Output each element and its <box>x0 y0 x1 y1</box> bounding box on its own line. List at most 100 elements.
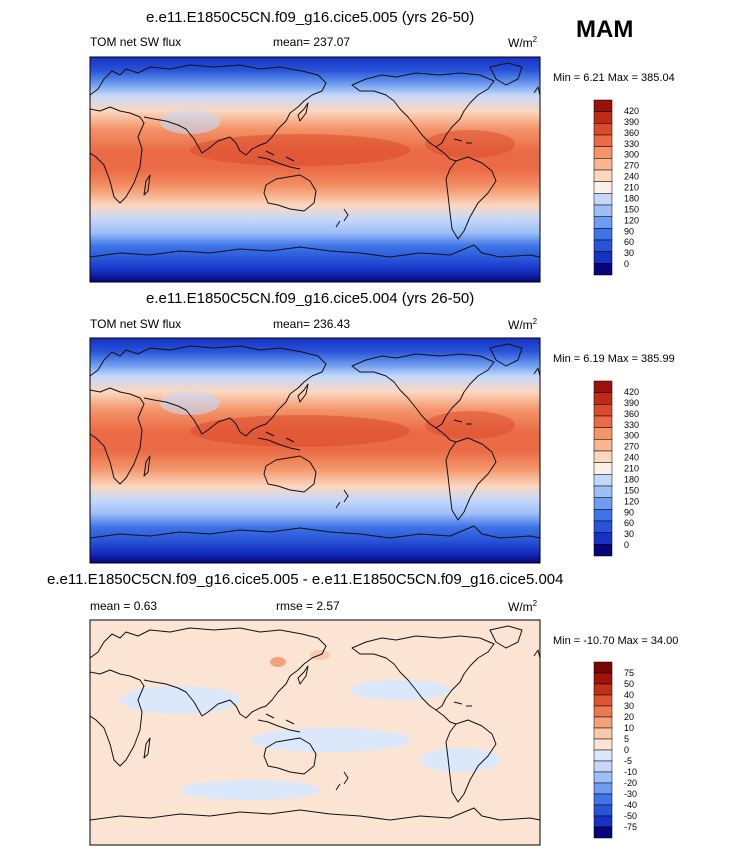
colorbar-tick-label: 30 <box>624 248 634 258</box>
season-label: MAM <box>576 16 634 43</box>
colorbar-tick-label: -10 <box>624 767 637 777</box>
colorbar-tick-label: 10 <box>624 723 634 733</box>
panel-2-title: e.e11.E1850C5CN.f09_g16.cice5.004 (yrs 2… <box>146 290 475 307</box>
colorbar-tick-label: 150 <box>624 485 639 495</box>
colorbar-swatch <box>593 193 613 206</box>
colorbar-swatch <box>593 705 613 718</box>
panel-3-pos-spot-a <box>270 657 286 667</box>
panel-1-map-frame <box>89 56 541 283</box>
colorbar-swatch <box>593 544 613 557</box>
panel-1-minmax: Min = 6.21 Max = 385.04 <box>553 72 675 84</box>
colorbar-tick-label: 360 <box>624 409 639 419</box>
panel-3-units-text: W/m <box>508 600 533 614</box>
colorbar-tick-label: 390 <box>624 398 639 408</box>
panel-1-map-field <box>90 57 540 282</box>
colorbar-swatch <box>593 146 613 159</box>
panel-3-neg-patch-a <box>120 686 240 714</box>
colorbar-tick-label: 90 <box>624 507 634 517</box>
colorbar-tick-label: 210 <box>624 183 639 193</box>
panel-2-mean-label: mean= 236.43 <box>273 317 351 331</box>
colorbar-tick-label: 180 <box>624 193 639 203</box>
panel-1-mean-label: mean= 237.07 <box>273 35 351 49</box>
colorbar-swatch <box>593 497 613 510</box>
colorbar-swatch <box>593 427 613 440</box>
panel-3-neg-patch-d <box>180 780 320 800</box>
panel-1-variable-label: TOM net SW flux <box>90 35 182 49</box>
panel-3-rmse-label: rmse = 2.57 <box>276 599 340 613</box>
colorbar-swatch <box>593 169 613 182</box>
colorbar-tick-label: 420 <box>624 387 639 397</box>
colorbar-swatch <box>593 749 613 762</box>
panel-3-units: W/m2 <box>508 599 537 614</box>
colorbar-swatch <box>593 804 613 817</box>
colorbar-swatch <box>593 485 613 498</box>
panel-2-variable-label: TOM net SW flux <box>90 317 182 331</box>
colorbar-swatch <box>593 380 613 393</box>
colorbar-swatch <box>593 123 613 136</box>
colorbar-swatch <box>593 520 613 533</box>
colorbar-tick-label: -20 <box>624 778 637 788</box>
colorbar-tick-label: 120 <box>624 496 639 506</box>
colorbar-tick-label: 50 <box>624 679 634 689</box>
colorbar-tick-label: -5 <box>624 756 632 766</box>
colorbar-tick-label: 300 <box>624 150 639 160</box>
colorbar-swatch <box>593 738 613 751</box>
panel-3-map <box>89 619 541 846</box>
panel-2-units-text: W/m <box>508 318 533 332</box>
colorbar-tick-label: 0 <box>624 745 629 755</box>
colorbar-tick-label: 120 <box>624 215 639 225</box>
panel-3-minmax: Min = -10.70 Max = 34.00 <box>553 635 679 647</box>
panel-2-map <box>89 337 541 564</box>
colorbar-swatch <box>593 404 613 417</box>
panel-2-minmax: Min = 6.19 Max = 385.99 <box>553 353 675 365</box>
panel-3-units-sup: 2 <box>532 599 538 608</box>
colorbar-swatch <box>593 694 613 707</box>
colorbar-tick-label: -50 <box>624 811 637 821</box>
panel-3-mean-label: mean = 0.63 <box>90 599 158 613</box>
colorbar-swatch <box>593 815 613 828</box>
colorbar-tick-label: 60 <box>624 518 634 528</box>
panel-2-tibet-low <box>160 391 220 415</box>
colorbar-tick-label: 40 <box>624 690 634 700</box>
colorbar-swatch <box>593 415 613 428</box>
panel-2-map-frame <box>89 337 541 564</box>
colorbar-tick-label: 5 <box>624 734 629 744</box>
panel-1-atlantic-band <box>425 130 515 158</box>
colorbar-tick-label: 180 <box>624 474 639 484</box>
colorbar-swatch <box>593 450 613 463</box>
colorbar-tick-label: 240 <box>624 172 639 182</box>
colorbar-tick-label: 30 <box>624 529 634 539</box>
colorbar-tick-label: 360 <box>624 128 639 138</box>
colorbar-tick-label: 90 <box>624 226 634 236</box>
colorbar-swatch <box>593 716 613 729</box>
panel-1-title: e.e11.E1850C5CN.f09_g16.cice5.005 (yrs 2… <box>146 9 475 26</box>
colorbar-swatch <box>593 672 613 685</box>
colorbar-swatch <box>593 462 613 475</box>
colorbar-tick-label: 210 <box>624 464 639 474</box>
panel-3-title: e.e11.E1850C5CN.f09_g16.cice5.005 - e.e1… <box>47 571 564 588</box>
colorbar-tick-label: 30 <box>624 701 634 711</box>
colorbar-swatch <box>593 727 613 740</box>
panel-2-tropical-band <box>190 415 410 447</box>
panel-3-map-frame <box>89 619 541 846</box>
panel-2-units: W/m2 <box>508 317 537 332</box>
colorbar-swatch <box>593 134 613 147</box>
colorbar-swatch <box>593 239 613 252</box>
colorbar-tick-label: 0 <box>624 259 629 269</box>
colorbar-swatch <box>593 826 613 839</box>
colorbar-tick-label: 0 <box>624 540 629 550</box>
panel-1-tibet-low <box>160 110 220 134</box>
colorbar-tick-label: 420 <box>624 106 639 116</box>
panel-3-neg-patch-e <box>350 680 450 700</box>
panel-1-units-sup: 2 <box>532 35 538 44</box>
colorbar-swatch <box>593 158 613 171</box>
panel-3-neg-patch-b <box>250 728 410 752</box>
colorbar-swatch <box>593 251 613 264</box>
panel-2-atlantic-band <box>425 411 515 439</box>
colorbar-tick-label: 330 <box>624 420 639 430</box>
colorbar-tick-label: 150 <box>624 204 639 214</box>
